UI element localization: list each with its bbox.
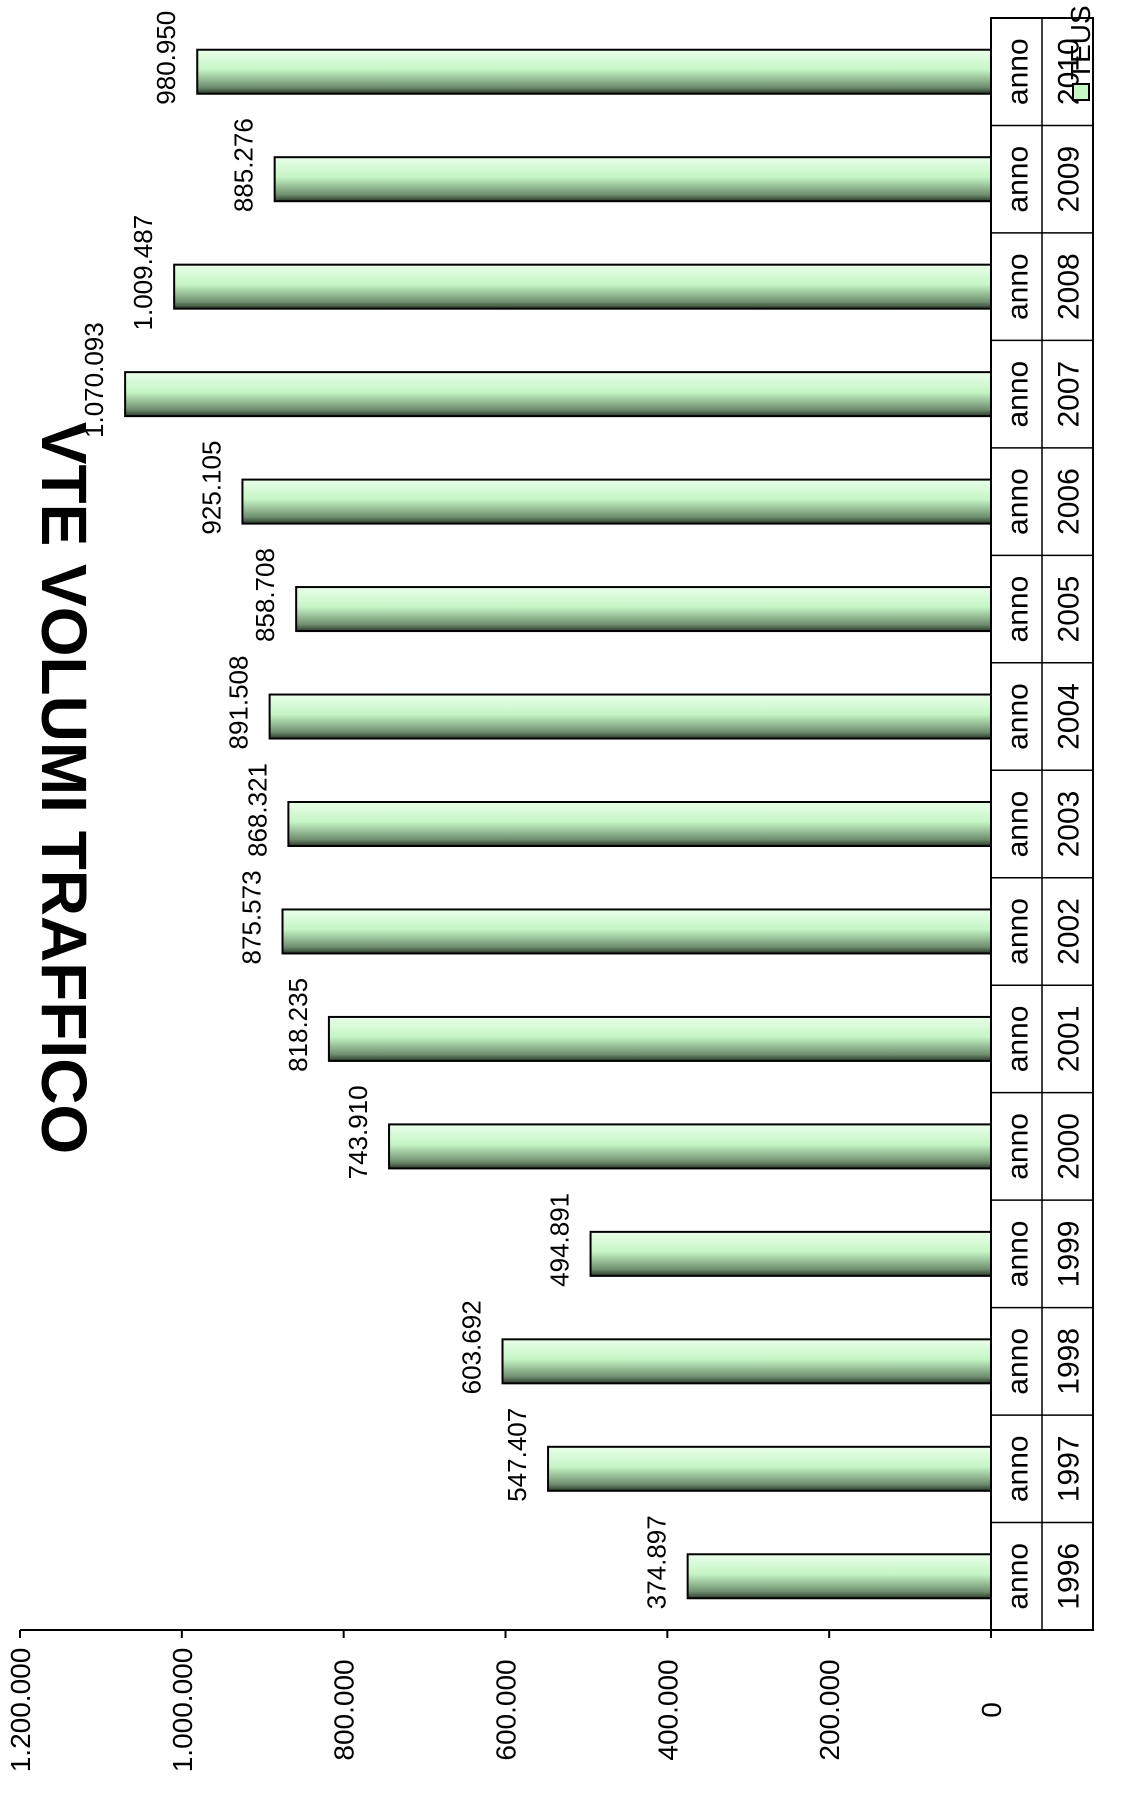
value-tick-label: 600.000 — [491, 1659, 522, 1760]
bar — [124, 371, 993, 418]
category-label-year: 2004 — [1053, 683, 1086, 750]
data-label: 980.950 — [151, 11, 181, 105]
bar — [327, 1015, 992, 1062]
category-label-year: 2001 — [1053, 1006, 1086, 1073]
data-label: 1.009.487 — [128, 215, 158, 331]
value-tick-label: 1.000.000 — [167, 1648, 198, 1773]
category-label-year: 1997 — [1053, 1435, 1086, 1502]
legend-label: TEUS — [1065, 5, 1096, 80]
category-label-year: 2002 — [1053, 898, 1086, 965]
category-label-anno: anno — [1002, 253, 1035, 320]
bar — [501, 1338, 992, 1385]
bar — [287, 801, 992, 847]
category-label-anno: anno — [1002, 1328, 1035, 1395]
category-label-year: 1996 — [1053, 1543, 1086, 1610]
category-label-year: 2006 — [1053, 468, 1086, 535]
value-tick-label: 400.000 — [652, 1659, 683, 1760]
category-label-anno: anno — [1002, 1006, 1035, 1073]
value-axis: 0 200.000 400.000 600.000 800.000 1.000.000 1.… — [5, 1629, 1007, 1773]
bar — [241, 478, 993, 525]
category-label-anno: anno — [1002, 1113, 1035, 1180]
category-label-anno: anno — [1002, 1543, 1035, 1610]
data-label: 374.897 — [642, 1515, 672, 1609]
category-label-anno: anno — [1002, 1220, 1035, 1287]
category-label-anno: anno — [1002, 576, 1035, 643]
bar — [173, 263, 992, 310]
category-label-anno: anno — [1002, 1435, 1035, 1502]
category-label-year: 2009 — [1053, 146, 1086, 213]
category-label-year: 2007 — [1053, 361, 1086, 428]
category-label-year: 1999 — [1053, 1220, 1086, 1287]
value-tick-label: 800.000 — [329, 1659, 360, 1760]
bar — [686, 1553, 993, 1600]
bar — [547, 1445, 993, 1492]
category-label-anno: anno — [1002, 38, 1035, 105]
bar — [196, 48, 992, 95]
data-label: 858.708 — [250, 548, 280, 642]
category-label-anno: anno — [1002, 791, 1035, 858]
bars — [124, 48, 993, 1600]
category-label-anno: anno — [1002, 898, 1035, 965]
data-label: 494.891 — [545, 1193, 575, 1287]
category-table: anno 1996 anno 1997 anno 1998 anno 1999 anno 2000… — [990, 17, 1094, 1631]
legend-swatch — [1072, 83, 1090, 101]
data-label: 547.407 — [502, 1408, 532, 1502]
data-labels: 374.897 547.407 603.692 494.891 743.910 818.2… — [79, 11, 672, 1610]
category-label-anno: anno — [1002, 468, 1035, 535]
value-tick-label: 1.200.000 — [5, 1648, 36, 1773]
data-label: 885.276 — [229, 118, 259, 212]
category-label-anno: anno — [1002, 146, 1035, 213]
bar — [281, 908, 992, 955]
bar — [295, 586, 992, 633]
bar — [268, 693, 992, 740]
data-label: 603.692 — [457, 1300, 487, 1394]
category-label-year: 2008 — [1053, 253, 1086, 320]
value-tick-label: 200.000 — [814, 1659, 845, 1760]
chart-title: VTE VOLUMI TRAFFICO — [28, 422, 100, 1154]
legend: TEUS — [1065, 5, 1096, 101]
category-label-year: 2005 — [1053, 576, 1086, 643]
category-label-anno: anno — [1002, 683, 1035, 750]
data-label: 891.508 — [224, 656, 254, 750]
data-label: 743.910 — [343, 1085, 373, 1179]
category-label-year: 2000 — [1053, 1113, 1086, 1180]
value-tick-label: 0 — [976, 1702, 1007, 1718]
bar — [273, 156, 992, 203]
data-label: 818.235 — [283, 978, 313, 1072]
data-label: 1.070.093 — [79, 322, 109, 438]
bar — [388, 1123, 993, 1170]
bar — [589, 1230, 993, 1277]
data-label: 868.321 — [242, 763, 272, 857]
category-label-year: 2003 — [1053, 791, 1086, 858]
category-label-year: 1998 — [1053, 1328, 1086, 1395]
category-label-anno: anno — [1002, 361, 1035, 428]
data-label: 875.573 — [237, 870, 267, 964]
data-label: 925.105 — [196, 441, 226, 535]
